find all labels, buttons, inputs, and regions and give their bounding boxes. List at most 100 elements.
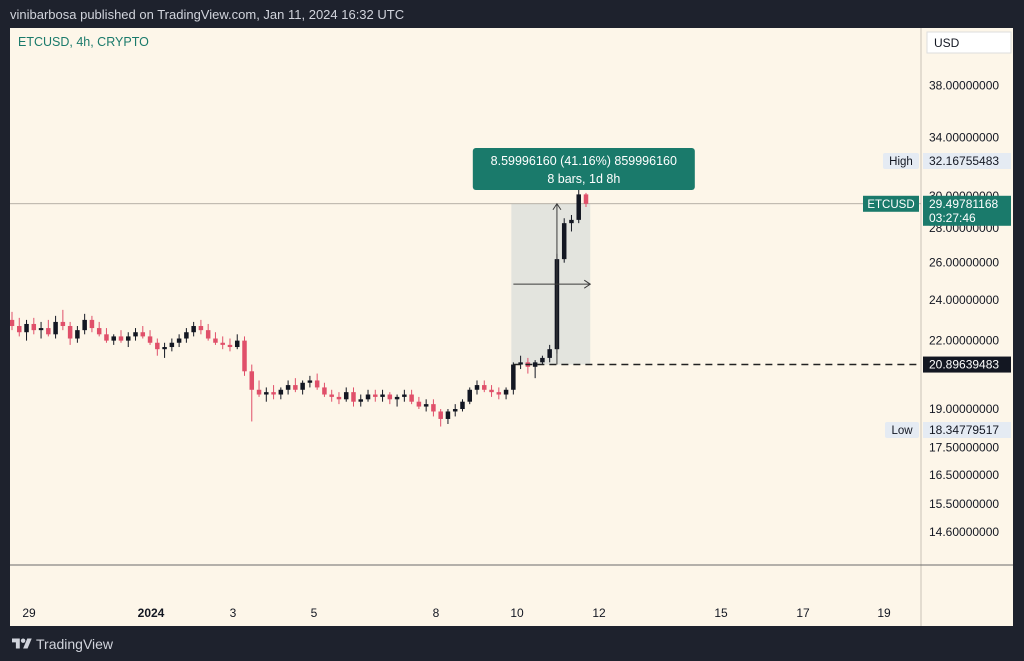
candle-body (460, 401, 465, 410)
y-tick-label: 19.00000000 (929, 402, 999, 416)
x-tick-label: 29 (22, 606, 36, 620)
candle-body (285, 385, 291, 390)
candle-body (416, 401, 422, 407)
high-tag-label: High (889, 156, 913, 168)
currency-box (926, 31, 1012, 54)
x-tick-label: 19 (877, 606, 891, 620)
candle-body (532, 362, 538, 367)
y-tick-label: 17.50000000 (929, 440, 999, 454)
candle-body (445, 411, 451, 419)
candle-body (169, 342, 175, 348)
candle-body (329, 394, 334, 397)
candle-body (467, 389, 472, 402)
candle-body (322, 387, 327, 395)
publish-header: vinibarbosa published on TradingView.com… (0, 0, 1024, 28)
candle-body (53, 321, 58, 335)
candle-body (365, 394, 371, 400)
candle-body (300, 382, 305, 390)
y-tick-label: 22.00000000 (929, 334, 999, 348)
candle-body (31, 323, 37, 331)
candle-body (452, 409, 458, 412)
candle-body (162, 347, 167, 350)
candle-body (176, 338, 182, 343)
candle-body (264, 392, 269, 395)
candle-body (191, 326, 196, 333)
candle-body (336, 396, 342, 400)
level-value: 20.89639483 (929, 358, 999, 372)
candle-body (133, 332, 138, 337)
candle-body (409, 394, 414, 402)
measure-tooltip (472, 148, 695, 190)
current-price-box (923, 195, 1011, 226)
x-tick-label: 17 (796, 606, 810, 620)
low-value-box (923, 422, 1011, 438)
candle-body (423, 404, 429, 407)
candle-body (576, 194, 581, 220)
candle-body (75, 330, 80, 339)
y-tick-label: 38.00000000 (929, 79, 999, 93)
level-value-box (923, 356, 1011, 373)
candle-body (89, 319, 95, 329)
currency-label: USD (934, 36, 960, 50)
candle-body (402, 394, 407, 397)
candle-body (111, 336, 116, 341)
candle-body (184, 332, 189, 339)
candle-body (249, 371, 255, 390)
measure-tooltip-line1: 8.59996160 (41.16%) 859996160 (491, 154, 677, 168)
tradingview-brand: TradingView (36, 636, 114, 652)
candle-body (351, 392, 356, 402)
candle-body (373, 394, 378, 397)
candle-body (256, 389, 262, 395)
x-tick-label: 3 (230, 606, 237, 620)
candle-body (234, 340, 240, 348)
candle-body (583, 194, 589, 204)
candle-body (198, 326, 204, 331)
footer-bar: TradingView (0, 626, 1024, 661)
y-tick-label: 15.50000000 (929, 497, 999, 511)
candle-body (147, 336, 153, 343)
low-tag-label: Low (891, 425, 913, 437)
candle-body (271, 392, 276, 395)
candle-body (394, 396, 400, 400)
symbol-tag (863, 195, 919, 212)
candle-body (96, 328, 102, 335)
candle-body (38, 328, 44, 331)
candle-body (118, 336, 124, 341)
low-value: 18.34779517 (929, 423, 999, 437)
x-tick-label: 8 (433, 606, 440, 620)
candle-body (242, 340, 247, 372)
tradingview-logo-icon (12, 638, 32, 649)
price-chart[interactable]: 38.0000000034.0000000030.0000000028.0000… (9, 28, 1013, 626)
candle-body (569, 219, 574, 224)
candle-body (140, 332, 146, 337)
chart-frame[interactable]: 38.0000000034.0000000030.0000000028.0000… (9, 28, 1013, 626)
candle-body (518, 362, 523, 365)
candle-body (314, 380, 320, 388)
current-price-value: 29.49781168 (929, 197, 999, 211)
measure-tooltip-line2: 8 bars, 1d 8h (547, 172, 620, 186)
candle-body (9, 319, 15, 327)
candle-body (24, 323, 29, 333)
candle-body (343, 392, 349, 400)
candle-body (358, 399, 364, 402)
candle-body (438, 411, 443, 419)
y-tick-label: 16.50000000 (929, 468, 999, 482)
high-value-box (923, 153, 1011, 169)
candle-body (489, 389, 494, 393)
y-tick-label: 26.00000000 (929, 256, 999, 270)
x-tick-label: 2024 (138, 606, 165, 620)
candle-body (482, 385, 487, 390)
x-tick-label: 12 (592, 606, 606, 620)
candle-body (126, 336, 131, 341)
candle-body (561, 223, 567, 260)
publish-info-text: vinibarbosa published on TradingView.com… (10, 7, 405, 22)
candle-body (496, 392, 502, 395)
candle-body (547, 349, 552, 358)
candle-body (213, 338, 218, 343)
candle-body (307, 380, 313, 383)
measure-arrow-head-right (583, 279, 592, 289)
candle-body (155, 342, 160, 350)
symbol-tag-label: ETCUSD (867, 199, 914, 211)
current-price-countdown: 03:27:46 (929, 211, 976, 225)
measure-arrow-head-up (552, 202, 562, 211)
